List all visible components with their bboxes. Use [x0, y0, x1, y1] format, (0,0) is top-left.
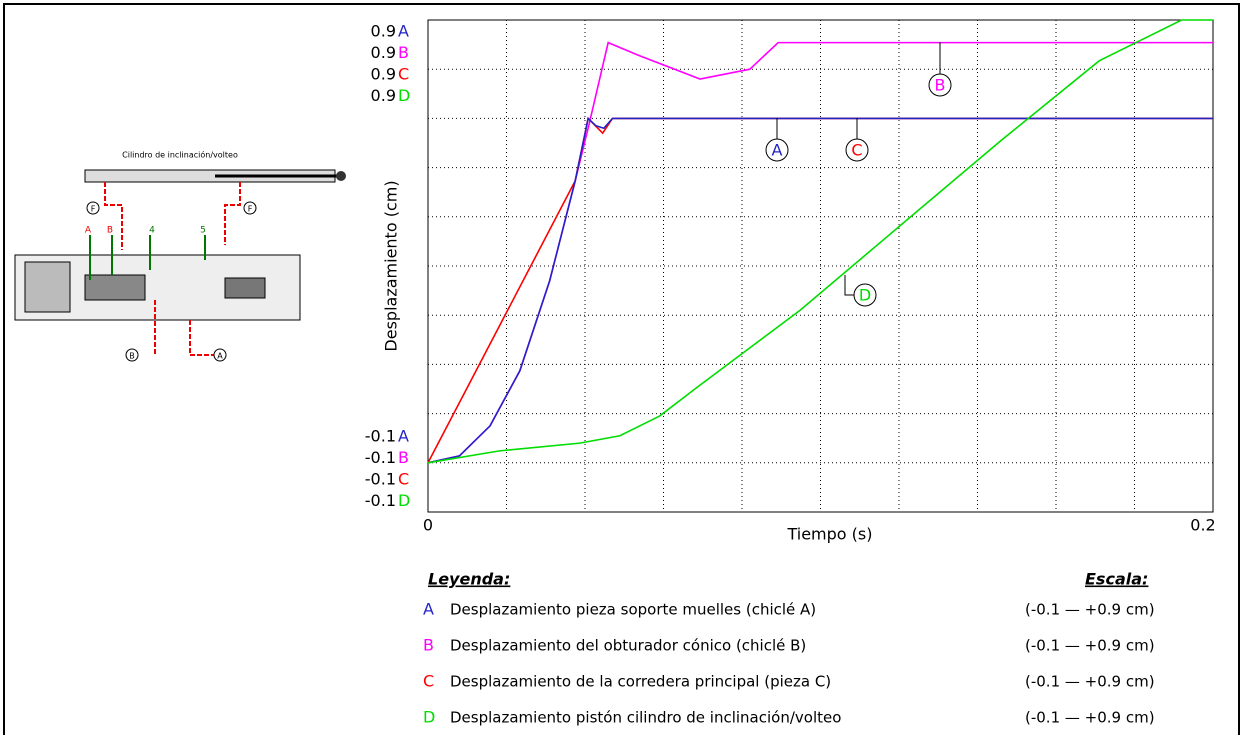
schematic-title: Cilindro de inclinación/volteo — [122, 150, 238, 160]
port-label: A — [85, 226, 92, 236]
y-tick-label: 0.9 — [371, 22, 396, 41]
scale-title: Escala: — [1085, 570, 1148, 589]
legend-scale: (-0.1 — +0.9 cm) — [1025, 637, 1155, 655]
y-tick-label: 0.9 — [371, 43, 396, 62]
callout — [845, 138, 869, 162]
y-tick-series: B — [398, 448, 409, 467]
connector-label: F — [248, 205, 253, 214]
legend-text: Desplazamiento pistón cilindro de inclin… — [450, 709, 841, 727]
y-tick-series: C — [398, 470, 409, 489]
y-tick-label: -0.1 — [365, 491, 396, 510]
connector-label: F — [91, 205, 96, 214]
legend-key: A — [423, 600, 434, 619]
port-label: 4 — [149, 226, 155, 236]
lines — [427, 19, 1213, 464]
spring-cap — [24, 261, 71, 313]
callout — [928, 73, 952, 97]
legend-key: D — [423, 708, 435, 727]
legend-key: C — [423, 672, 434, 691]
spool — [84, 274, 146, 301]
legend-title: Leyenda: — [428, 570, 510, 589]
connector — [213, 348, 227, 362]
legend-scale: (-0.1 — +0.9 cm) — [1025, 601, 1155, 619]
connector-label: B — [129, 352, 135, 361]
y-tick-series: A — [398, 427, 409, 446]
y-tick-label: -0.1 — [365, 470, 396, 489]
callout — [765, 138, 789, 162]
callout-label: D — [859, 286, 871, 305]
y-tick-series: D — [398, 491, 410, 510]
schematic: Cilindro de inclinación/volteo A B 4 5 F F B A — [14, 150, 346, 362]
y-tick-series: D — [398, 86, 410, 105]
y-tick-label: 0.9 — [371, 65, 396, 84]
x-tick-label: 0.2 — [1190, 516, 1215, 535]
connector — [86, 201, 100, 215]
spool-right — [224, 277, 266, 299]
y-tick-series: A — [398, 22, 409, 41]
legend-scale: (-0.1 — +0.9 cm) — [1025, 673, 1155, 691]
port-label: B — [107, 226, 113, 236]
pilot-lines — [89, 235, 206, 280]
callout-label: C — [851, 141, 862, 160]
ports: A B 4 5 F F B A — [85, 201, 257, 362]
legend-text: Desplazamiento de la corredera principal… — [450, 673, 831, 691]
port-label: 5 — [200, 226, 206, 236]
y-tick-label: 0.9 — [371, 86, 396, 105]
y-tick-series: C — [398, 65, 409, 84]
series-line — [427, 116, 1213, 464]
connector — [125, 348, 139, 362]
callout-label: A — [772, 141, 783, 160]
y-tick-label: -0.1 — [365, 427, 396, 446]
pipes — [104, 182, 241, 356]
callout — [853, 283, 877, 307]
y-tick-label: -0.1 — [365, 448, 396, 467]
y-axis-label: Desplazamiento (cm) — [382, 180, 401, 351]
connector-label: A — [217, 352, 223, 361]
rod-end — [336, 171, 346, 181]
x-axis-label: Tiempo (s) — [786, 525, 872, 544]
legend-scale: (-0.1 — +0.9 cm) — [1025, 709, 1155, 727]
series-line — [427, 19, 1213, 464]
x-tick-label: 0 — [423, 516, 433, 535]
legend-text: Desplazamiento del obturador cónico (chi… — [450, 637, 806, 655]
legend-key: B — [423, 636, 434, 655]
connector — [243, 201, 257, 215]
frame — [3, 3, 1240, 739]
legend-text: Desplazamiento pieza soporte muelles (ch… — [450, 601, 816, 619]
callout-label: B — [935, 76, 946, 95]
y-tick-series: B — [398, 43, 409, 62]
